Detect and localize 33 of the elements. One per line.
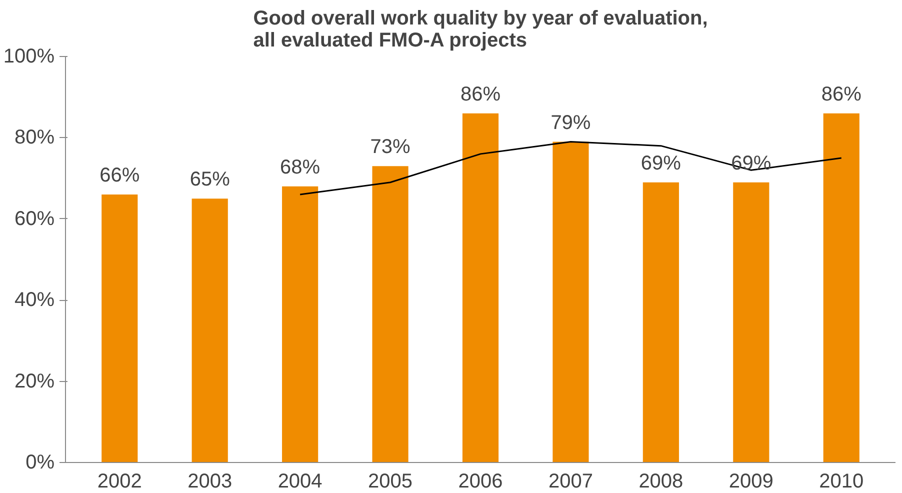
bar [102, 194, 138, 462]
x-tick-label: 2004 [278, 470, 322, 492]
data-label: 73% [370, 136, 411, 158]
chart-title: Good overall work quality by year of evaluation, all evaluated FMO-A projects [253, 8, 708, 52]
data-label: 68% [280, 156, 320, 178]
x-tick-label: 2002 [97, 470, 142, 492]
x-tick-label: 2010 [819, 470, 864, 492]
x-tick-label: 2008 [638, 470, 684, 492]
data-label: 66% [100, 164, 140, 187]
bar [282, 186, 318, 462]
data-label: 86% [460, 83, 501, 106]
y-tick-label: 80% [14, 126, 55, 149]
x-tick-label: 2005 [368, 470, 413, 492]
bar [372, 166, 408, 462]
data-label: 79% [550, 112, 591, 134]
x-tick-label: 2007 [548, 470, 593, 492]
bar [462, 113, 499, 462]
x-tick-label: 2009 [728, 470, 774, 492]
y-tick-label: 0% [26, 452, 55, 474]
bar [552, 142, 589, 462]
y-tick-label: 40% [14, 289, 55, 312]
bar [642, 182, 679, 462]
bar [733, 182, 770, 462]
bar [823, 113, 860, 462]
x-tick-label: 2006 [458, 470, 503, 492]
y-tick-label: 100% [3, 46, 55, 68]
y-tick-label: 20% [14, 370, 55, 392]
data-label: 69% [640, 152, 682, 174]
y-tick-label: 60% [14, 208, 55, 230]
data-label: 86% [821, 83, 862, 106]
bar [192, 198, 228, 462]
data-label: 65% [190, 168, 230, 191]
x-tick-label: 2003 [188, 470, 232, 492]
